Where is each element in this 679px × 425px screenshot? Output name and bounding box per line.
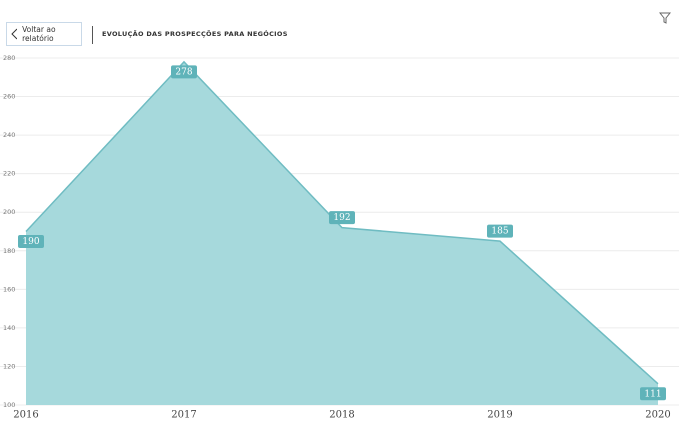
separator <box>92 26 93 44</box>
filter-icon[interactable] <box>659 12 671 24</box>
value-label-text: 190 <box>22 237 39 247</box>
x-tick-label: 2019 <box>487 410 512 421</box>
value-label-text: 111 <box>644 389 661 399</box>
y-tick-label: 240 <box>3 131 15 139</box>
y-tick-label: 260 <box>3 93 15 101</box>
value-label: 111 <box>640 387 666 401</box>
value-label-bg <box>640 387 666 401</box>
value-label-bg <box>171 65 197 79</box>
value-label: 192 <box>329 211 355 225</box>
back-arrow <box>11 28 18 40</box>
value-label-bg <box>18 235 44 248</box>
value-label-text: 192 <box>333 213 350 223</box>
y-tick-label: 140 <box>3 324 15 332</box>
x-tick-label: 2016 <box>13 410 38 421</box>
value-label-text: 185 <box>491 227 508 237</box>
back-label: Voltar ao relatório <box>22 25 56 43</box>
value-label: 278 <box>171 65 197 79</box>
x-tick-label: 2018 <box>329 410 354 421</box>
value-label-bg <box>487 224 513 238</box>
chart-title: EVOLUÇÃO DAS PROSPECÇÕES PARA NEGÓCIOS <box>102 30 288 38</box>
y-tick-label: 180 <box>3 247 15 255</box>
y-tick-label: 280 <box>3 54 15 62</box>
area <box>26 61 658 405</box>
value-label: 185 <box>487 224 513 238</box>
line <box>25 60 659 385</box>
x-tick-label: 2017 <box>171 410 196 421</box>
y-tick-label: 220 <box>3 170 15 178</box>
y-tick-label: 120 <box>3 362 15 370</box>
y-tick-label: 100 <box>3 401 15 409</box>
y-tick-label: 160 <box>3 285 15 293</box>
y-tick-label: 200 <box>3 208 15 216</box>
value-label: 190 <box>18 235 44 248</box>
back-button[interactable]: Voltar ao relatório <box>6 22 82 46</box>
x-tick-label: 2020 <box>645 410 670 421</box>
value-label-bg <box>329 211 355 225</box>
value-label-text: 278 <box>175 67 192 77</box>
